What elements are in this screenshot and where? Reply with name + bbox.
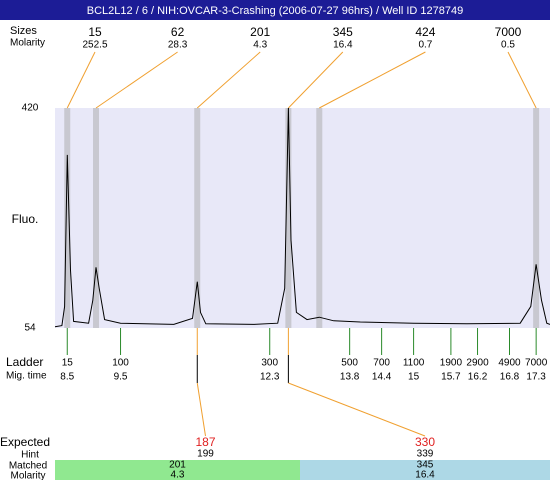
ladder-size: 7000 <box>525 358 548 369</box>
matched-molarity: 16.4 <box>415 470 435 480</box>
expected-size: 330 <box>415 435 435 449</box>
ladder-size: 2900 <box>466 358 489 369</box>
ladder-size: 15 <box>62 358 74 369</box>
ladder-size: 100 <box>112 358 129 369</box>
hint-size: 339 <box>417 449 434 460</box>
ladder-label: Ladder <box>6 355 43 369</box>
ladder-time: 16.8 <box>500 372 520 383</box>
expected-connector <box>196 382 206 437</box>
trace <box>54 107 550 328</box>
peak-molarity: 0.5 <box>501 40 515 51</box>
peak-band <box>64 108 71 328</box>
peak-connector <box>288 51 344 109</box>
expected-molarity-label: Molarity <box>10 471 45 480</box>
peak-size: 201 <box>250 25 270 39</box>
expected-label: Expected <box>0 435 50 449</box>
molarity-row-label: Molarity <box>10 38 45 49</box>
peak-size: 15 <box>88 25 102 39</box>
peak-size: 345 <box>333 25 353 39</box>
peak-band <box>93 108 100 328</box>
hint-label: Hint <box>21 450 39 461</box>
peak-molarity: 0.7 <box>418 40 432 51</box>
ladder-size: 500 <box>341 358 358 369</box>
ladder-time: 8.5 <box>60 372 74 383</box>
peak-row-label: Sizes <box>10 25 37 37</box>
peak-molarity: 252.5 <box>82 40 107 51</box>
peak-connector <box>66 51 96 109</box>
peak-size: 424 <box>415 25 435 39</box>
ladder-time: 17.3 <box>526 372 546 383</box>
plot-area <box>55 108 550 328</box>
ladder-time: 9.5 <box>114 372 128 383</box>
ladder-size: 1900 <box>440 358 463 369</box>
ladder-time: 15.7 <box>441 372 461 383</box>
hint-size: 199 <box>197 449 214 460</box>
peak-molarity: 16.4 <box>333 40 353 51</box>
ladder-time: 13.8 <box>340 372 360 383</box>
expected-band <box>300 460 550 480</box>
ladder-size: 300 <box>261 358 278 369</box>
matched-label: Matched <box>9 461 47 472</box>
ladder-size: 4900 <box>498 358 521 369</box>
peak-connector <box>196 51 261 109</box>
title-bar <box>0 0 550 20</box>
peak-size: 62 <box>171 25 185 39</box>
peak-molarity: 4.3 <box>253 40 267 51</box>
expected-band <box>55 460 300 480</box>
matched-size: 345 <box>417 460 434 471</box>
peak-connector <box>95 51 178 109</box>
matched-size: 201 <box>169 460 186 471</box>
expected-size: 187 <box>195 435 215 449</box>
ladder-time: 16.2 <box>468 372 488 383</box>
peak-band <box>316 108 323 328</box>
ladder-time: 15 <box>408 372 420 383</box>
title: BCL2L12 / 6 / NIH:OVCAR-3-Crashing (2006… <box>87 5 463 17</box>
ladder-size: 700 <box>373 358 390 369</box>
migtime-label: Mig. time <box>6 371 47 382</box>
y-tick-label: 420 <box>22 103 39 114</box>
peak-molarity: 28.3 <box>168 40 188 51</box>
peak-band <box>194 108 201 328</box>
expected-connector <box>288 382 426 437</box>
peak-band <box>533 108 540 328</box>
y-label: Fluo. <box>12 212 39 226</box>
ladder-size: 1100 <box>403 358 425 369</box>
ladder-time: 14.4 <box>372 372 392 383</box>
peak-band <box>285 108 292 328</box>
peak-connector <box>507 51 537 109</box>
peak-size: 7000 <box>495 25 522 39</box>
matched-molarity: 4.3 <box>171 470 185 480</box>
y-tick-label: 54 <box>24 323 36 334</box>
ladder-time: 12.3 <box>260 372 280 383</box>
peak-connector <box>319 51 426 109</box>
